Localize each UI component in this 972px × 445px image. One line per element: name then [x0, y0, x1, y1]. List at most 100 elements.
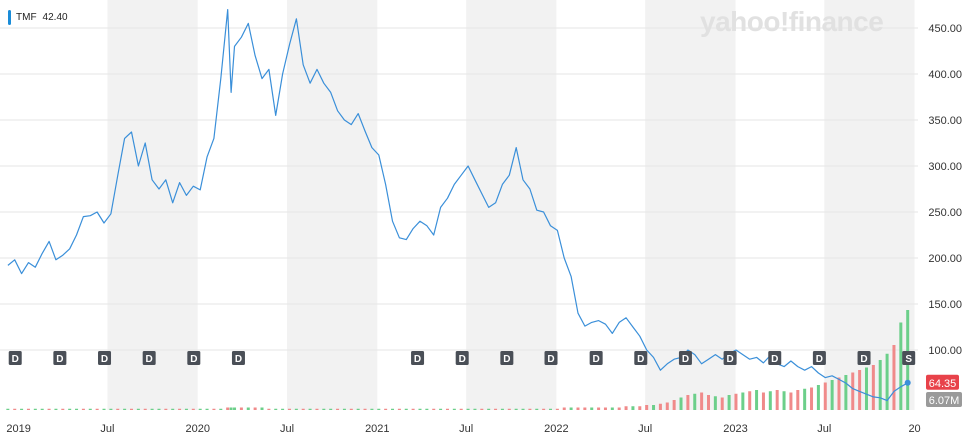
price-point	[7, 265, 8, 266]
volume-bar	[679, 397, 683, 410]
volume-bar	[342, 408, 346, 410]
volume-bar	[487, 408, 491, 410]
price-point	[97, 211, 98, 212]
x-tick-label: 2020	[185, 423, 209, 435]
price-point	[886, 400, 887, 401]
volume-bar	[741, 392, 745, 410]
price-point	[351, 124, 352, 125]
price-point	[426, 225, 427, 226]
dividend-marker-label: D	[547, 354, 554, 365]
volume-bar	[693, 393, 697, 410]
dividend-marker-label: D	[771, 354, 778, 365]
volume-bar	[700, 392, 704, 410]
volume-bar	[569, 407, 573, 410]
price-point	[42, 253, 43, 254]
volume-bar	[47, 408, 51, 410]
y-tick-label: 250.00	[928, 207, 962, 219]
volume-bar	[603, 407, 607, 410]
dividend-marker-label: D	[101, 354, 108, 365]
price-line	[7, 9, 909, 402]
legend-swatch	[8, 10, 11, 25]
price-point	[248, 23, 249, 24]
dividend-marker-box	[812, 351, 826, 365]
dividend-marker-box	[8, 351, 22, 365]
price-point	[818, 372, 819, 373]
dividend-marker-label: D	[56, 354, 63, 365]
volume-bar	[370, 408, 374, 410]
volume-bar	[507, 408, 511, 410]
dividend-marker: D	[544, 351, 558, 365]
value-badges: 64.35 6.07M	[926, 374, 962, 407]
volume-bar	[535, 408, 539, 410]
price-point	[584, 325, 585, 326]
price-point	[722, 359, 723, 360]
price-point	[309, 83, 310, 84]
band-0	[107, 0, 198, 410]
volume-bar	[397, 408, 401, 410]
price-point	[261, 78, 262, 79]
volume-bar	[597, 407, 601, 410]
dividend-marker-label: D	[860, 354, 867, 365]
price-points	[7, 9, 911, 401]
y-tick-label: 200.00	[928, 253, 962, 265]
volume-bar	[377, 408, 381, 410]
volume-bar	[356, 408, 360, 410]
volume-bar	[171, 408, 175, 410]
volume-bar	[88, 408, 92, 410]
volume-bar	[20, 408, 24, 410]
volume-bar	[555, 408, 559, 410]
volume-bar	[672, 400, 676, 410]
volume-bar	[75, 408, 79, 410]
volume-bar	[150, 408, 154, 410]
dividend-marker: D	[857, 351, 871, 365]
volume-bars	[6, 310, 910, 410]
price-point	[522, 179, 523, 180]
volume-bar	[727, 395, 731, 410]
volume-bar	[404, 408, 408, 410]
price-badge	[926, 374, 959, 390]
price-point	[687, 349, 688, 350]
dividend-marker-box	[678, 351, 692, 365]
x-tick-label: 2021	[365, 423, 389, 435]
volume-bar	[109, 408, 113, 410]
volume-bar	[590, 407, 594, 410]
price-point	[227, 9, 228, 10]
dividend-marker-label: S	[905, 354, 912, 365]
price-point	[337, 110, 338, 111]
volume-bar	[748, 391, 752, 410]
price-point	[234, 46, 235, 47]
volume-bar	[844, 375, 848, 410]
volume-bar	[782, 391, 786, 410]
price-point	[138, 165, 139, 166]
price-point	[303, 64, 304, 65]
volume-bar	[13, 408, 17, 410]
price-point	[385, 184, 386, 185]
price-point	[145, 142, 146, 143]
y-tick-label: 400.00	[928, 69, 962, 81]
price-point	[811, 366, 812, 367]
price-point	[323, 83, 324, 84]
volume-bar	[322, 408, 326, 410]
price-point	[48, 241, 49, 242]
price-point	[646, 349, 647, 350]
price-point	[186, 195, 187, 196]
volume-bar	[514, 408, 518, 410]
volume-bar	[645, 405, 649, 410]
price-point	[845, 383, 846, 384]
price-point	[413, 228, 414, 229]
volume-bar	[576, 407, 580, 410]
dividend-marker-label: D	[503, 354, 510, 365]
gridlines	[0, 27, 918, 351]
x-tick-label: 2019	[6, 423, 30, 435]
volume-bar	[219, 408, 223, 410]
volume-bar	[761, 392, 765, 410]
price-point	[193, 186, 194, 187]
price-point	[454, 184, 455, 185]
price-point	[371, 147, 372, 148]
dividend-marker: D	[723, 351, 737, 365]
price-point	[564, 257, 565, 258]
volume-bar	[68, 408, 72, 410]
volume-bar	[624, 406, 628, 410]
volume-bar	[136, 408, 140, 410]
